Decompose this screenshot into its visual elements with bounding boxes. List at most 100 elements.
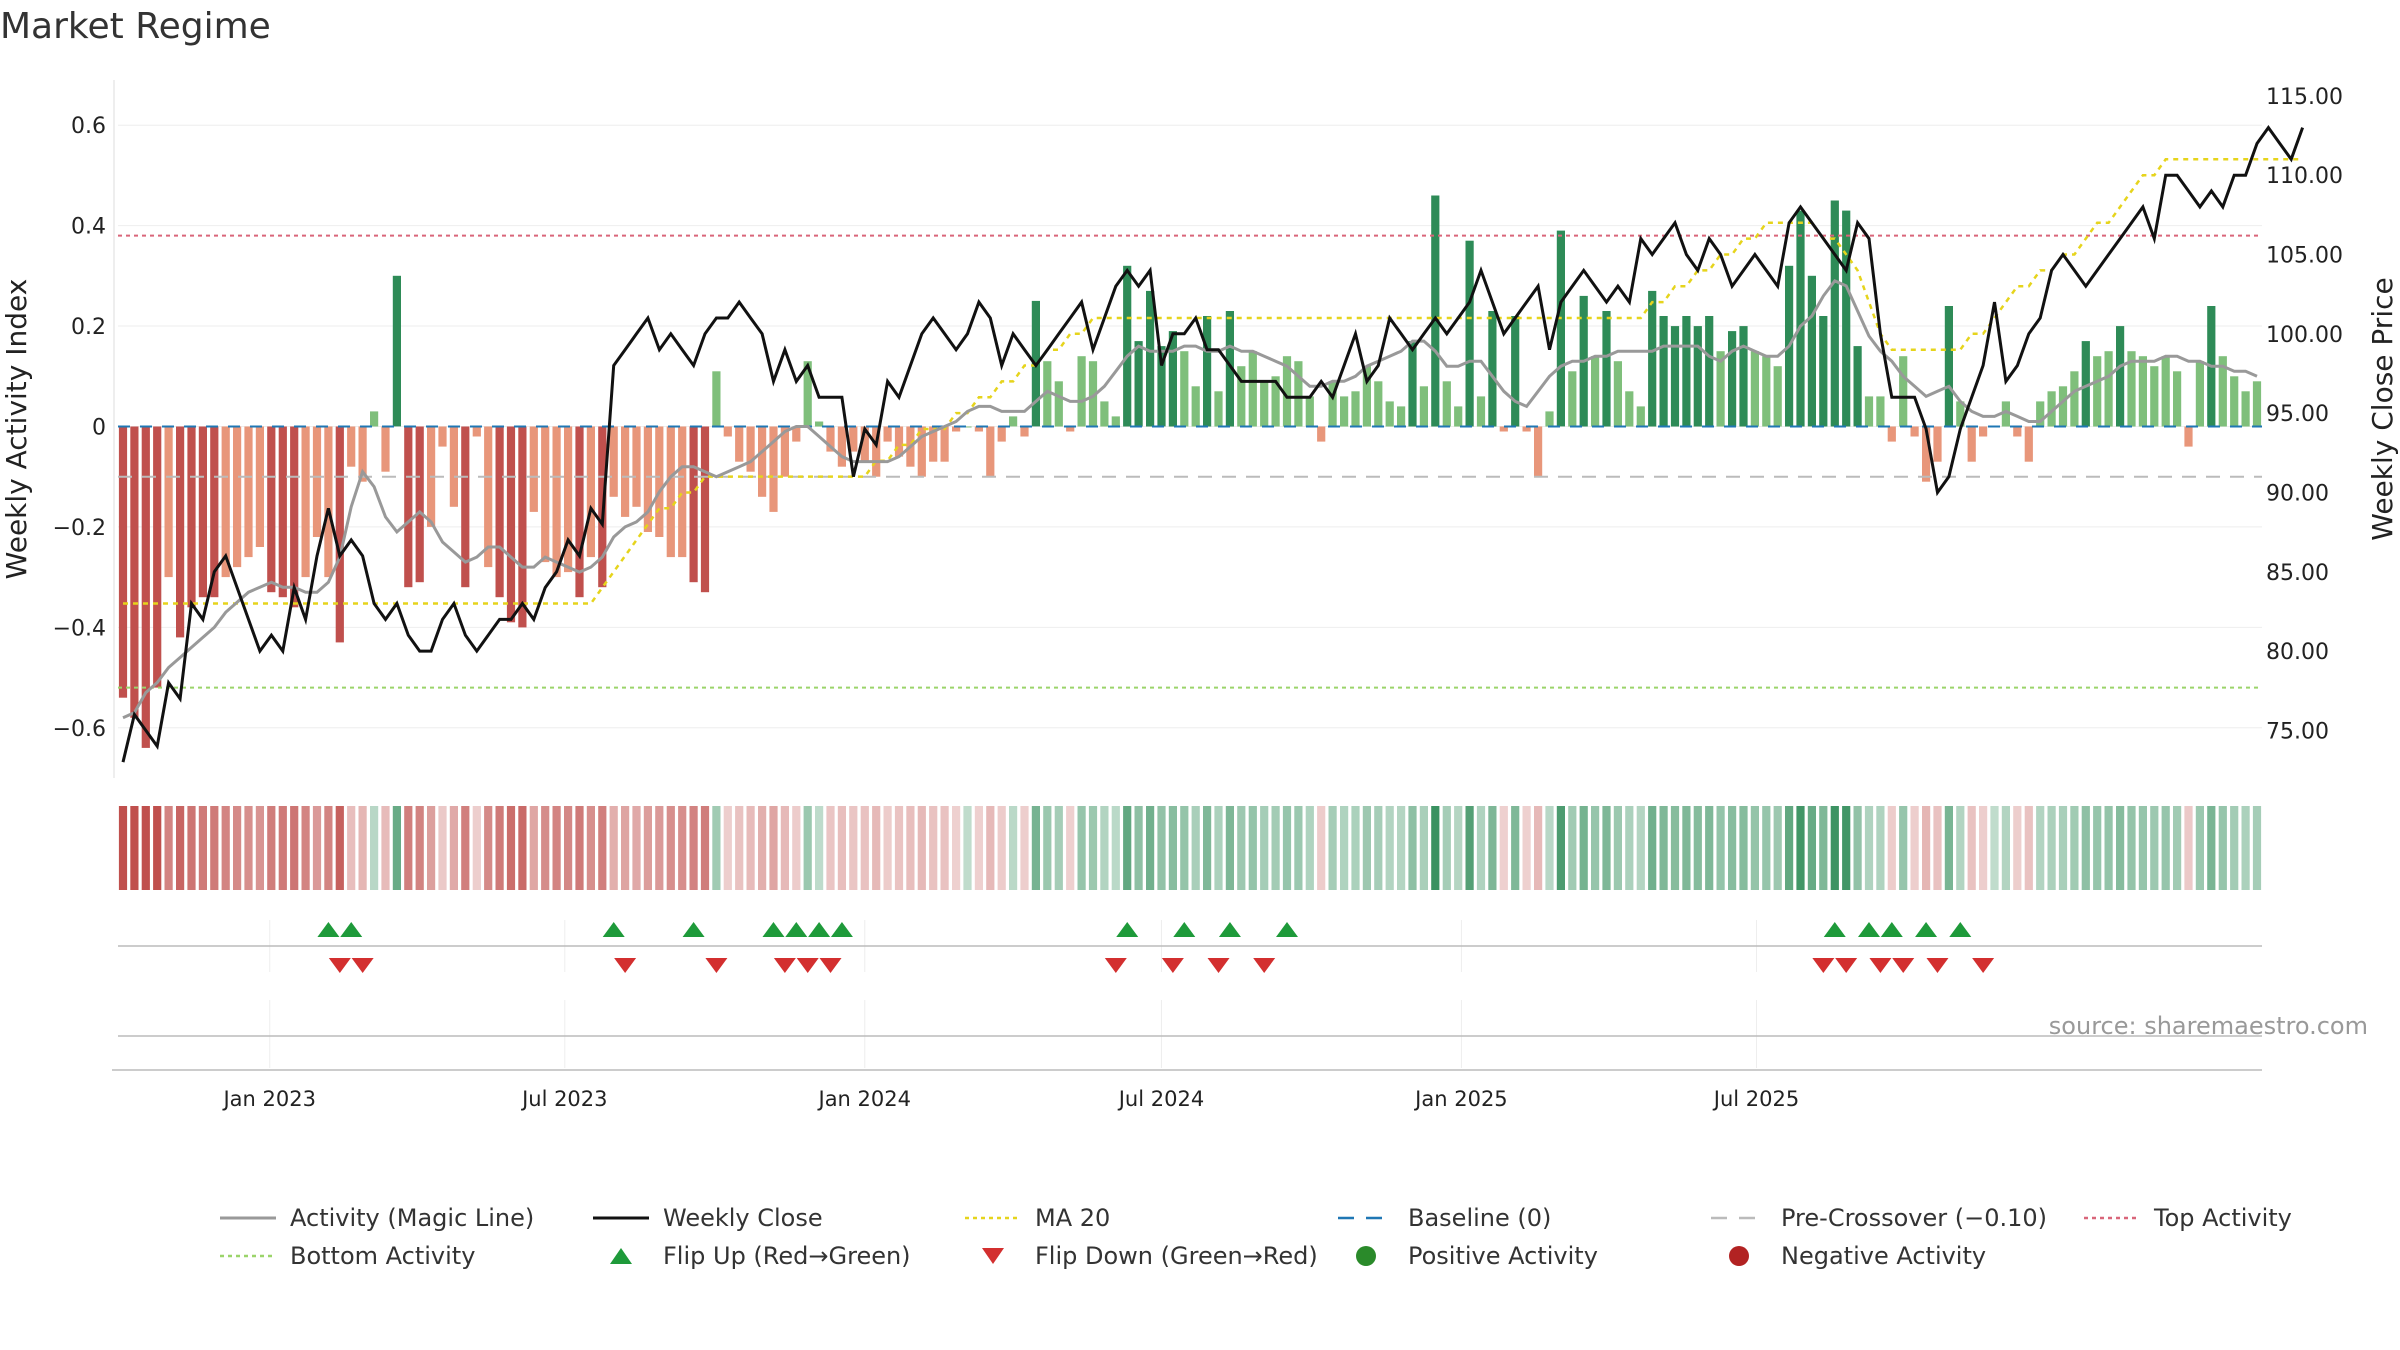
heat-cell [837,806,846,890]
heat-cell [1796,806,1805,890]
heat-cell [2070,806,2079,890]
heat-cell [301,806,310,890]
legend-item: Flip Up (Red→Green) [610,1242,911,1270]
heat-cell [1054,806,1063,890]
heat-cell [1271,806,1280,890]
heat-cell [1431,806,1440,890]
heat-cell [1933,806,1942,890]
activity-bar [632,426,641,507]
activity-bar [1157,346,1166,427]
activity-bar [2252,381,2262,427]
flip-up-marker [830,922,853,937]
heat-cell [1488,806,1497,890]
heat-cell [780,806,789,890]
heat-cell [1967,806,1976,890]
activity-bar [1088,361,1098,427]
activity-bar [1511,316,1520,427]
heat-cell [2036,806,2045,890]
activity-bar [541,426,550,563]
activity-bar [952,426,961,432]
heat-cell [438,806,447,890]
activity-bar [1979,426,1988,437]
right-tick-label: 105.00 [2266,244,2343,269]
activity-bar [1933,426,1942,462]
heat-cell [792,806,801,890]
activity-bar [381,426,390,472]
heat-cell [963,806,972,890]
heat-cell [917,806,926,890]
heat-cell [1830,806,1839,890]
activity-bar [1454,406,1463,427]
activity-bar [883,426,892,442]
flip-down-marker [1161,958,1184,973]
activity-bar [2173,371,2182,427]
activity-bar [1237,366,1246,427]
activity-bar [1682,316,1691,427]
legend-swatch [982,1248,1004,1264]
heat-cell [1625,806,1634,890]
heat-cell [1922,806,1931,890]
left-tick-label: 0.4 [71,215,106,240]
activity-bar [461,426,470,588]
legend-label: Top Activity [2153,1204,2292,1232]
activity-bar [529,426,538,512]
reference-lines [118,234,2262,689]
heat-cell [2218,806,2227,890]
activity-bar [1705,316,1714,427]
activity-bar [1465,240,1474,427]
heat-cell [404,806,413,890]
heat-cell [2184,806,2193,890]
legend-item: Bottom Activity [220,1242,475,1270]
left-tick-label: −0.4 [53,616,106,641]
activity-bar [1168,331,1177,427]
flip-up-marker [808,922,831,937]
date-tick-label: Jul 2023 [520,1087,607,1111]
heat-cell [883,806,892,890]
heat-cell [1910,806,1919,890]
series-lines [121,125,2305,763]
heat-cell [1340,806,1349,890]
activity-bar [1602,311,1611,427]
activity-bar [1066,426,1075,432]
heat-cell [529,806,538,890]
heat-cell [1237,806,1246,890]
heat-cell [1739,806,1748,890]
heat-cell [141,806,150,890]
heat-cell [1534,806,1543,890]
heat-cell [700,806,710,890]
heat-cell [2173,806,2182,890]
heat-cell [335,806,344,890]
heat-cell [1031,806,1040,890]
activity-bar [1260,381,1269,427]
legend: Activity (Magic Line) Weekly Close MA 20 Ba… [220,1204,2292,1270]
flip-down-marker [1207,958,1230,973]
activity-bar [723,426,732,437]
heat-cell [1157,806,1166,890]
activity-bar [700,426,710,593]
legend-item: Pre-Crossover (−0.10) [1711,1204,2047,1232]
flip-down-marker [351,958,374,973]
heat-cell [1214,806,1223,890]
activity-bar [849,426,858,452]
activity-bar [917,426,926,477]
activity-bar [1659,316,1668,427]
heat-cell [381,806,390,890]
activity-bar [2195,361,2204,427]
activity-bar [210,426,219,598]
activity-bar [404,426,413,588]
heat-cell [198,806,207,890]
heat-cell [347,806,356,890]
activity-bar [1864,396,1874,427]
heat-cell [849,806,858,890]
activity-bar [1670,326,1680,427]
left-tick-label: 0.2 [71,315,106,340]
heat-cell [1762,806,1771,890]
heat-cell [267,806,276,890]
heat-cell [1990,806,1999,890]
activity-bar [1248,351,1257,427]
activity-bar [1739,326,1748,427]
activity-bar [2024,426,2033,462]
heat-cell [1282,806,1292,890]
heat-cell [609,806,618,890]
